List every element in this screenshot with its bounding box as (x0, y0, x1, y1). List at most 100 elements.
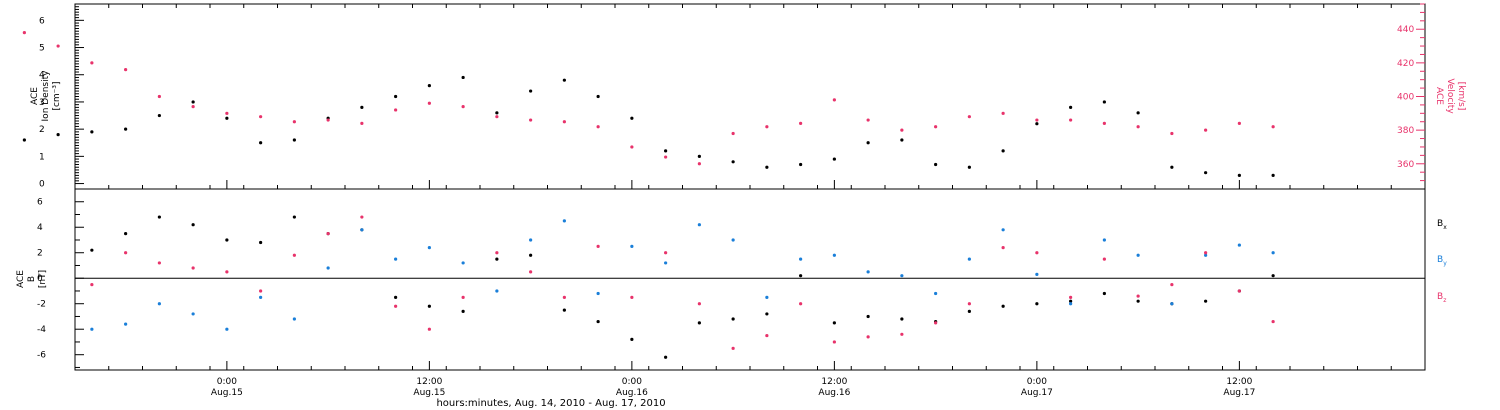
by-point (664, 261, 668, 265)
time-tick-date: Aug.17 (1223, 388, 1255, 398)
bx-point (461, 309, 465, 313)
density-point (664, 149, 668, 153)
by-point (630, 244, 634, 248)
density-point (56, 132, 60, 137)
velocity-axis-label-line3: [km/s] (1456, 82, 1466, 111)
density-point (866, 141, 870, 145)
density-point (124, 127, 128, 131)
density-point (596, 94, 600, 99)
legend-bx-label: Bx (1437, 219, 1447, 231)
velocity-point (157, 94, 161, 99)
field-component-points (90, 215, 1275, 359)
bz-point (630, 295, 634, 299)
field-axis-label-line2: B (27, 276, 37, 282)
bx-point (832, 321, 836, 325)
bx-point (967, 309, 971, 313)
velocity-point (56, 44, 60, 48)
bx-point (562, 308, 566, 312)
bx-point (664, 355, 668, 359)
bz-point (1237, 289, 1241, 293)
bz-point (259, 289, 263, 293)
bz-point (461, 295, 465, 299)
velocity-tick-label: 420 (1397, 59, 1414, 69)
bz-point (799, 302, 803, 306)
velocity-tick-label: 400 (1397, 93, 1414, 103)
bx-point (157, 215, 161, 219)
velocity-point (1035, 118, 1039, 122)
density-point (427, 84, 431, 88)
bx-point (731, 317, 735, 321)
bz-point (1102, 257, 1106, 261)
by-point (1170, 302, 1174, 306)
bz-point (596, 244, 600, 248)
velocity-point (1136, 125, 1140, 129)
time-tick-label: 0:00 (622, 377, 642, 387)
density-axis-label-line2: Ion Density (41, 70, 51, 122)
bz-point (90, 282, 94, 287)
field-tick-label: 2 (37, 249, 43, 259)
legend-bz-label: Bz (1437, 292, 1446, 304)
time-tick-label: 12:00 (416, 377, 442, 387)
density-point (900, 138, 904, 142)
bz-point (326, 232, 330, 236)
density-point (1271, 173, 1275, 177)
density-point (630, 116, 634, 120)
velocity-axis-ticks: 360 380 400 420 440 (1397, 3, 1425, 182)
bz-point (1204, 251, 1208, 255)
velocity-point (461, 104, 465, 109)
by-point (697, 223, 701, 227)
density-point (461, 75, 465, 80)
velocity-tick-label: 360 (1397, 160, 1414, 170)
velocity-tick-label: 380 (1397, 126, 1414, 136)
density-point (1035, 122, 1039, 126)
density-point (360, 105, 364, 109)
velocity-point (562, 120, 566, 124)
velocity-point (1271, 125, 1275, 129)
by-point (394, 257, 398, 261)
bz-point (900, 332, 904, 336)
density-tick-label: 4 (39, 71, 45, 81)
density-axis-label-line3: [cm⁻³] (52, 81, 62, 110)
bz-point (934, 321, 938, 325)
legend-bx-subscript: x (1443, 224, 1447, 231)
by-point (427, 246, 431, 250)
density-point (225, 116, 229, 120)
bx-point (630, 337, 634, 342)
by-point (495, 289, 499, 293)
density-point (731, 160, 735, 164)
bx-point (799, 274, 803, 278)
field-axis-ticks: -6 -4 -2 0 2 4 6 (37, 198, 84, 368)
bz-point (697, 302, 701, 306)
velocity-point (866, 118, 870, 122)
bx-point (124, 232, 128, 236)
time-tick-date: Aug.17 (1021, 388, 1053, 398)
velocity-point (1237, 121, 1241, 126)
bx-point (427, 304, 431, 308)
by-point (292, 317, 296, 321)
density-point (292, 138, 296, 142)
velocity-point (1102, 121, 1106, 126)
density-point (1237, 173, 1241, 177)
velocity-axis-label-line2: Velocity (1445, 78, 1455, 114)
density-point (765, 165, 769, 169)
by-point (1204, 253, 1208, 257)
time-tick-label: 12:00 (821, 377, 847, 387)
velocity-point (1204, 128, 1208, 132)
density-point (157, 113, 161, 118)
density-point (1170, 165, 1174, 169)
by-point (1001, 228, 1005, 232)
velocity-point (90, 61, 94, 65)
by-point (461, 261, 465, 265)
velocity-point (596, 125, 600, 129)
density-point (90, 130, 94, 134)
time-axis-ticks: 0:00Aug.1512:00Aug.150:00Aug.1612:00Aug.… (74, 4, 1426, 398)
time-tick-date: Aug.15 (211, 388, 243, 398)
by-point (1069, 302, 1073, 306)
velocity-point (934, 125, 938, 129)
field-legend: Bx By Bz (1437, 219, 1447, 304)
bz-point (495, 251, 499, 255)
bx-point (1069, 299, 1073, 303)
bx-point (1136, 299, 1140, 303)
